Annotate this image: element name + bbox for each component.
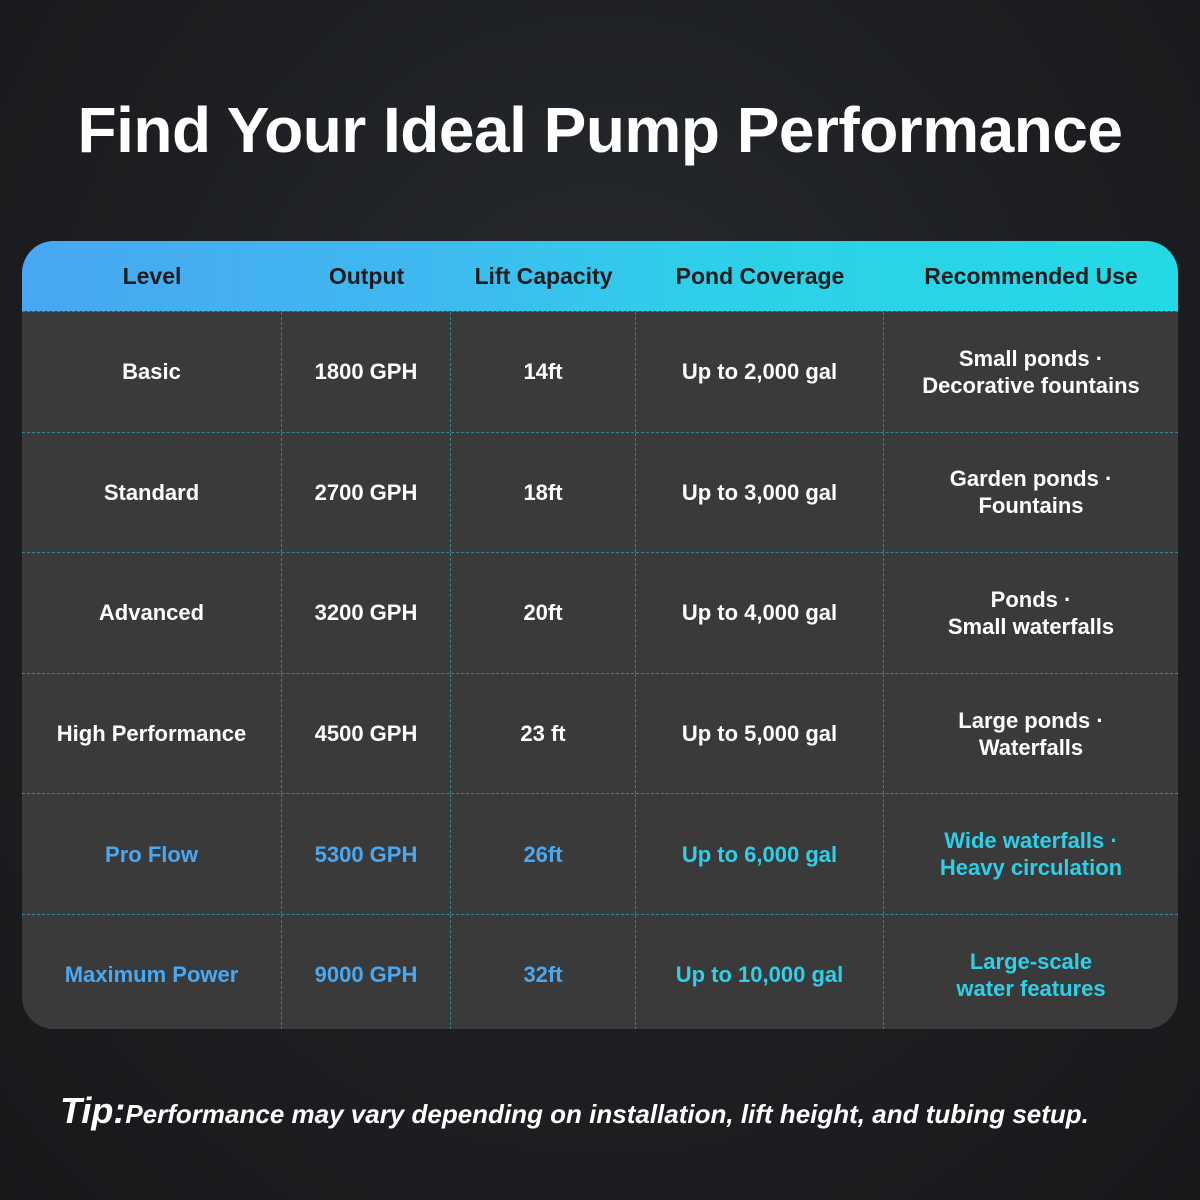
use-line-2: water features: [956, 975, 1106, 1001]
lift-cell: 20ft: [451, 553, 636, 673]
table-row-highlight: Pro Flow 5300 GPH 26ft Up to 6,000 gal W…: [22, 793, 1178, 914]
coverage-cell: Up to 10,000 gal: [636, 914, 884, 1029]
tip-label: Tip:: [60, 1090, 126, 1131]
lift-cell: 18ft: [451, 432, 636, 553]
table-row: Advanced 3200 GPH 20ft Up to 4,000 gal P…: [22, 552, 1178, 673]
page-title: Find Your Ideal Pump Performance: [77, 94, 1123, 166]
use-line-2: Fountains: [978, 493, 1084, 519]
use-cell: Small ponds · Decorative fountains: [884, 312, 1178, 432]
coverage-cell: Up to 4,000 gal: [636, 553, 884, 673]
table-header: Level Output Lift Capacity Pond Coverage…: [22, 241, 1178, 311]
output-cell: 3200 GPH: [282, 553, 451, 673]
header-output: Output: [328, 262, 405, 289]
use-line-1: Wide waterfalls ·: [944, 828, 1118, 854]
header-level: Level: [122, 262, 182, 289]
use-line-1: Large ponds ·: [958, 707, 1104, 733]
use-line-1: Garden ponds ·: [949, 466, 1113, 492]
level-cell: Advanced: [22, 553, 282, 673]
coverage-cell: Up to 2,000 gal: [636, 312, 884, 432]
level-cell: Basic: [22, 312, 282, 432]
lift-cell: 14ft: [451, 312, 636, 432]
level-cell: Standard: [22, 432, 282, 553]
use-line-2: Waterfalls: [978, 734, 1084, 760]
header-lift-capacity: Lift Capacity: [474, 262, 613, 289]
table-row: High Performance 4500 GPH 23 ft Up to 5,…: [22, 672, 1178, 794]
use-cell: Ponds · Small waterfalls: [884, 553, 1178, 673]
coverage-cell: Up to 3,000 gal: [636, 432, 884, 553]
use-line-1: Small ponds ·: [958, 345, 1104, 371]
header-recommended-use: Recommended Use: [924, 262, 1138, 289]
lift-cell: 26ft: [451, 794, 636, 914]
use-line-2: Heavy circulation: [939, 855, 1123, 881]
table-row-highlight: Maximum Power 9000 GPH 32ft Up to 10,000…: [22, 913, 1178, 1029]
level-cell: Maximum Power: [22, 914, 282, 1029]
output-cell: 2700 GPH: [282, 432, 451, 553]
comparison-table: Level Output Lift Capacity Pond Coverage…: [22, 241, 1178, 1029]
use-cell: Garden ponds · Fountains: [884, 433, 1178, 553]
lift-cell: 32ft: [451, 914, 636, 1029]
output-cell: 1800 GPH: [282, 312, 451, 432]
use-cell: Wide waterfalls · Heavy circulation: [884, 794, 1178, 914]
coverage-cell: Up to 6,000 gal: [636, 794, 884, 914]
use-line-1: Large-scale: [969, 948, 1093, 974]
tip-text: Performance may vary depending on instal…: [125, 1099, 1089, 1129]
coverage-cell: Up to 5,000 gal: [636, 673, 884, 794]
use-cell: Large ponds · Waterfalls: [884, 674, 1178, 794]
table-row: Standard 2700 GPH 18ft Up to 3,000 gal G…: [22, 431, 1178, 553]
use-cell: Large-scale water features: [884, 915, 1178, 1029]
lift-cell: 23 ft: [451, 673, 636, 794]
level-cell: High Performance: [22, 673, 282, 794]
table-row: Basic 1800 GPH 14ft Up to 2,000 gal Smal…: [22, 311, 1178, 432]
output-cell: 4500 GPH: [282, 673, 451, 794]
output-cell: 5300 GPH: [282, 794, 451, 914]
level-cell: Pro Flow: [22, 794, 282, 914]
use-line-2: Small waterfalls: [947, 613, 1115, 639]
use-line-1: Ponds ·: [990, 586, 1072, 612]
header-pond-coverage: Pond Coverage: [675, 262, 845, 289]
output-cell: 9000 GPH: [282, 914, 451, 1029]
use-line-2: Decorative fountains: [922, 372, 1140, 398]
tip-note: Tip:Performance may vary depending on in…: [60, 1090, 1160, 1132]
